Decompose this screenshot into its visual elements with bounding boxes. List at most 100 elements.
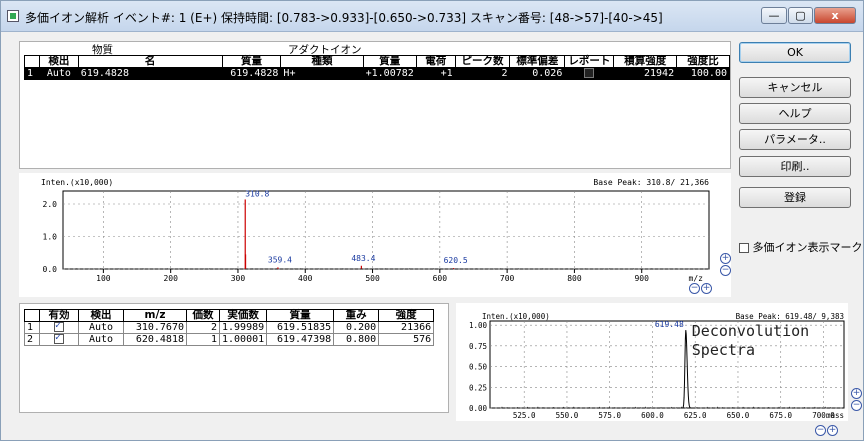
col-header-mass[interactable]: 質量 <box>221 55 282 68</box>
cell-stdev[interactable]: 0.026 <box>509 67 566 80</box>
col-header-intensity[interactable]: 積算強度 <box>613 55 678 68</box>
valid-checkbox[interactable] <box>54 332 64 344</box>
cell-actual[interactable]: 1.99989 <box>218 321 268 334</box>
cell-adduct-mass[interactable]: +1.00782 <box>362 67 417 80</box>
ok-button[interactable]: OK <box>739 42 851 63</box>
row-index: 1 <box>24 321 40 334</box>
col-header-peaks[interactable]: ピーク数 <box>454 55 511 68</box>
deconv-zoom-in-icon[interactable]: + <box>851 388 862 399</box>
row-index-header <box>24 55 40 68</box>
col-header-mass[interactable]: 質量 <box>266 309 335 322</box>
multivalent-marker-label: 多価イオン表示マーク <box>752 241 863 254</box>
cell-mass[interactable]: 619.47398 <box>266 333 335 346</box>
col-header-weight[interactable]: 重み <box>333 309 380 322</box>
register-button[interactable]: 登録 <box>739 187 851 208</box>
cell-detect[interactable]: Auto <box>38 67 79 80</box>
multivalent-marker-checkbox[interactable] <box>739 243 749 253</box>
col-header-charge[interactable]: 電荷 <box>415 55 456 68</box>
cell-peaks[interactable]: 2 <box>454 67 511 80</box>
app-icon <box>7 10 19 22</box>
valid-checkbox[interactable] <box>54 320 64 332</box>
y-tick-label: 1.0 <box>43 233 58 242</box>
cell-valence[interactable]: 2 <box>186 321 220 334</box>
col-header-type[interactable]: 種類 <box>280 55 364 68</box>
cell-actual[interactable]: 1.00001 <box>218 333 268 346</box>
table-row[interactable]: 1 Auto 619.4828 619.4828 H+ +1.00782 +1 2 0.026 2… <box>24 67 730 80</box>
cell-ratio[interactable]: 100.00 <box>676 67 730 80</box>
row-index-header <box>24 309 40 322</box>
deconvolution-annotation: Deconvolution <box>692 322 809 340</box>
x-tick-label: 300 <box>231 274 246 283</box>
cell-mz[interactable]: 620.4818 <box>123 333 187 346</box>
deconv-zoom-in-x-icon[interactable]: + <box>827 425 838 436</box>
maximize-button[interactable]: ▢ <box>788 7 813 24</box>
col-header-stdev[interactable]: 標準偏差 <box>509 55 566 68</box>
mass-spectrum-chart[interactable]: Inten.(x10,000) Base Peak: 310.8/ 21,366 0… <box>19 173 731 297</box>
cell-valence[interactable]: 1 <box>186 333 220 346</box>
multivalent-marker-toggle[interactable]: 多価イオン表示マーク <box>739 239 863 255</box>
cell-report[interactable] <box>564 67 615 80</box>
adduct-group-header: アダクトイオン <box>288 44 362 56</box>
cancel-button[interactable]: キャンセル <box>739 77 851 98</box>
cell-mass[interactable]: 619.4828 <box>221 67 282 80</box>
x-tick-label: 600.0 <box>641 411 664 420</box>
x-tick-label: 900 <box>634 274 649 283</box>
col-header-mz[interactable]: m/z <box>123 309 187 322</box>
y-tick-label: 0.50 <box>469 363 488 372</box>
cell-type[interactable]: H+ <box>280 67 364 80</box>
x-tick-label: 550.0 <box>556 411 579 420</box>
x-tick-label: 650.0 <box>727 411 750 420</box>
cell-weight[interactable]: 0.800 <box>333 333 380 346</box>
peak-label: 620.5 <box>444 256 468 265</box>
cell-charge[interactable]: +1 <box>415 67 456 80</box>
cell-intensity[interactable]: 21942 <box>613 67 678 80</box>
help-button[interactable]: ヘルプ <box>739 103 851 124</box>
title-bar[interactable]: 多価イオン解析 イベント#: 1 (E+) 保持時間: [0.783->0.93… <box>1 1 863 32</box>
col-header-adduct-mass[interactable]: 質量 <box>362 55 417 68</box>
cell-weight[interactable]: 0.200 <box>333 321 380 334</box>
print-button[interactable]: 印刷.. <box>739 156 851 177</box>
col-header-name[interactable]: 名 <box>77 55 223 68</box>
row-index: 2 <box>24 333 40 346</box>
zoom-out-x-icon[interactable]: − <box>689 283 700 294</box>
row-index: 1 <box>24 67 40 80</box>
zoom-in-x-icon[interactable]: + <box>701 283 712 294</box>
deconv-zoom-out-x-icon[interactable]: − <box>815 425 826 436</box>
col-header-ratio[interactable]: 強度比 <box>676 55 730 68</box>
x-tick-label: 500 <box>365 274 380 283</box>
deconv-zoom-out-icon[interactable]: − <box>851 400 862 411</box>
x-axis-unit: m/z <box>689 274 704 283</box>
x-tick-label: 700 <box>500 274 515 283</box>
col-header-report[interactable]: レポート <box>564 55 615 68</box>
cell-mass[interactable]: 619.51835 <box>266 321 335 334</box>
col-header-actual[interactable]: 実価数 <box>218 309 268 322</box>
cell-intensity[interactable]: 21366 <box>378 321 435 334</box>
zoom-out-icon[interactable]: − <box>720 265 731 276</box>
col-header-detect[interactable]: 検出 <box>78 309 124 322</box>
cell-intensity[interactable]: 576 <box>378 333 435 346</box>
deconvolution-chart[interactable]: Inten.(x10,000) Base Peak: 619.48/ 9,383 0… <box>456 303 848 421</box>
substance-group-header: 物質 <box>92 44 113 56</box>
col-header-intensity[interactable]: 強度 <box>378 309 435 322</box>
x-tick-label: 800 <box>567 274 582 283</box>
deconv-base-peak-label: Base Peak: 619.48/ 9,383 <box>736 312 844 321</box>
close-button[interactable]: x <box>814 7 856 24</box>
x-tick-label: 700.0 <box>812 411 835 420</box>
cell-valid[interactable] <box>39 332 79 346</box>
minimize-button[interactable]: — <box>761 7 787 24</box>
base-peak-label: Base Peak: 310.8/ 21,366 <box>593 178 709 187</box>
report-checkbox[interactable] <box>584 68 595 78</box>
cell-mz[interactable]: 310.7670 <box>123 321 187 334</box>
col-header-valence[interactable]: 価数 <box>186 309 220 322</box>
y-tick-label: 0.25 <box>469 383 487 392</box>
cell-detect[interactable]: Auto <box>78 333 124 346</box>
parameters-button[interactable]: パラメータ.. <box>739 129 851 150</box>
y-tick-label: 0.00 <box>469 404 488 413</box>
cell-name[interactable]: 619.4828 <box>77 67 223 80</box>
cell-detect[interactable]: Auto <box>78 321 124 334</box>
zoom-in-icon[interactable]: + <box>720 253 731 264</box>
col-header-detect[interactable]: 検出 <box>38 55 79 68</box>
plot-frame <box>62 190 710 270</box>
